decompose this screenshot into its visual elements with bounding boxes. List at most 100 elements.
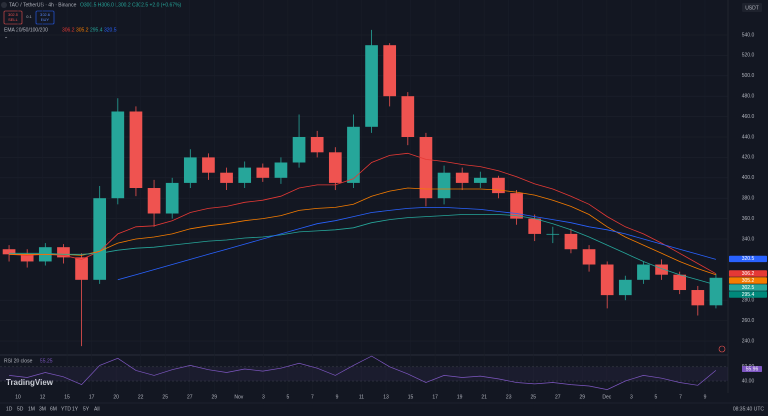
range-button[interactable]: 1Y bbox=[72, 406, 79, 412]
x-tick-label: 5 bbox=[655, 394, 658, 400]
candle-body bbox=[165, 182, 179, 214]
x-tick-label: Dec bbox=[602, 394, 611, 400]
range-button[interactable]: YTD bbox=[61, 406, 71, 412]
x-tick-label: 10 bbox=[15, 394, 21, 400]
candle-body bbox=[328, 152, 342, 183]
rsi-badge bbox=[742, 366, 762, 372]
collapse[interactable]: ⌃ bbox=[4, 36, 8, 42]
y-tick-label: 520.0 bbox=[742, 53, 755, 59]
candle-body bbox=[256, 167, 270, 178]
price-badge bbox=[729, 284, 767, 291]
y-tick-label: 480.0 bbox=[742, 94, 755, 100]
x-tick-label: 23 bbox=[506, 394, 512, 400]
range-button[interactable]: 6M bbox=[50, 406, 57, 412]
candle-body bbox=[274, 162, 288, 178]
x-tick-label: 9 bbox=[336, 394, 339, 400]
range-button[interactable]: 1M bbox=[28, 406, 35, 412]
price-badge bbox=[729, 291, 767, 298]
y-tick-label: 540.0 bbox=[742, 32, 755, 38]
range-button[interactable]: 5D bbox=[17, 406, 24, 412]
clock: 08:35:40 UTC bbox=[733, 406, 765, 412]
x-tick-label: 22 bbox=[138, 394, 144, 400]
candle-body bbox=[637, 264, 650, 280]
x-tick-label: 27 bbox=[187, 394, 193, 400]
x-tick-label: 5 bbox=[287, 394, 290, 400]
candle-body bbox=[147, 188, 161, 214]
candle-body bbox=[238, 167, 252, 183]
x-tick-label: 25 bbox=[162, 394, 168, 400]
y-tick-label: 340.0 bbox=[742, 236, 755, 242]
range-button[interactable]: 3M bbox=[39, 406, 46, 412]
indicator-name: EMA 20/50/100/200 bbox=[4, 27, 48, 33]
candle-body bbox=[75, 257, 88, 280]
y-tick-label: 380.0 bbox=[742, 196, 755, 202]
ema-value: 295.4 bbox=[90, 27, 103, 33]
y-tick-label: 360.0 bbox=[742, 216, 755, 222]
candle-body bbox=[220, 172, 233, 183]
candle-body bbox=[673, 274, 687, 291]
currency: USDT bbox=[745, 5, 759, 11]
x-tick-label: 7 bbox=[679, 394, 682, 400]
buy-price: 302.6 bbox=[40, 12, 51, 17]
candle-body bbox=[183, 157, 197, 183]
ema-line bbox=[9, 187, 717, 276]
y-tick-label: 440.0 bbox=[742, 134, 755, 140]
candle-body bbox=[437, 172, 451, 199]
candle-body bbox=[492, 177, 505, 194]
x-tick-label: 3 bbox=[630, 394, 633, 400]
range-button[interactable]: 1D bbox=[6, 406, 13, 412]
x-tick-label: 25 bbox=[530, 394, 536, 400]
x-tick-label: 29 bbox=[212, 394, 218, 400]
candle-body bbox=[510, 193, 523, 219]
candle-body bbox=[564, 233, 578, 250]
candle-body bbox=[473, 177, 487, 183]
x-tick-label: 17 bbox=[89, 394, 95, 400]
y-tick-label: 260.0 bbox=[742, 318, 755, 324]
candle-body bbox=[129, 111, 143, 189]
y-tick-label: 500.0 bbox=[742, 73, 755, 79]
ema-line bbox=[9, 152, 717, 275]
candle-body bbox=[365, 45, 378, 127]
y-tick-label: 280.0 bbox=[742, 298, 755, 304]
range-button[interactable]: All bbox=[94, 406, 100, 412]
candle-body bbox=[419, 137, 433, 199]
ema-value: 306.2 bbox=[62, 27, 75, 33]
price-badge-label: 320.5 bbox=[742, 256, 755, 262]
x-tick-label: 3 bbox=[262, 394, 265, 400]
x-tick-label: 29 bbox=[580, 394, 586, 400]
x-tick-label: 21 bbox=[481, 394, 487, 400]
candle-body bbox=[618, 279, 632, 296]
buy-button[interactable] bbox=[35, 10, 55, 25]
alert-icon[interactable] bbox=[718, 345, 726, 353]
sell-price: 302.5 bbox=[8, 12, 19, 17]
price-badge bbox=[729, 255, 767, 263]
rsi-badge-label: 55.96 bbox=[746, 366, 759, 372]
price-badge-label: 302.5 bbox=[742, 285, 755, 291]
x-tick-label: 15 bbox=[408, 394, 414, 400]
ema-value: 305.2 bbox=[76, 27, 89, 33]
price-badge-label: 305.2 bbox=[742, 278, 755, 284]
x-tick-label: 13 bbox=[383, 394, 389, 400]
candle-body bbox=[292, 137, 306, 163]
currency-box[interactable] bbox=[742, 3, 762, 12]
quantity: 0.1 bbox=[26, 14, 32, 19]
sell-button[interactable] bbox=[3, 10, 23, 25]
rsi-line bbox=[9, 355, 717, 390]
candle-body bbox=[546, 233, 560, 235]
range-button[interactable]: 5Y bbox=[83, 406, 90, 412]
candle-body bbox=[709, 277, 723, 306]
sell-label: SELL bbox=[8, 17, 19, 22]
candle-body bbox=[655, 264, 668, 275]
candle-body bbox=[582, 249, 596, 265]
candle-body bbox=[383, 45, 397, 97]
price-badge bbox=[729, 270, 767, 277]
candle-body bbox=[455, 172, 469, 183]
x-tick-label: 15 bbox=[64, 394, 70, 400]
ohlc: O300.5 H306.0 L300.2 C302.5 +2.0 (+0.67%… bbox=[80, 2, 182, 8]
y-tick-label: 240.0 bbox=[742, 338, 755, 344]
brand: TradingView bbox=[6, 378, 54, 387]
x-tick-label: 19 bbox=[457, 394, 463, 400]
price-badge-label: 295.4 bbox=[742, 292, 755, 298]
y-tick-label: 460.0 bbox=[742, 114, 755, 120]
x-tick-label: 12 bbox=[40, 394, 46, 400]
